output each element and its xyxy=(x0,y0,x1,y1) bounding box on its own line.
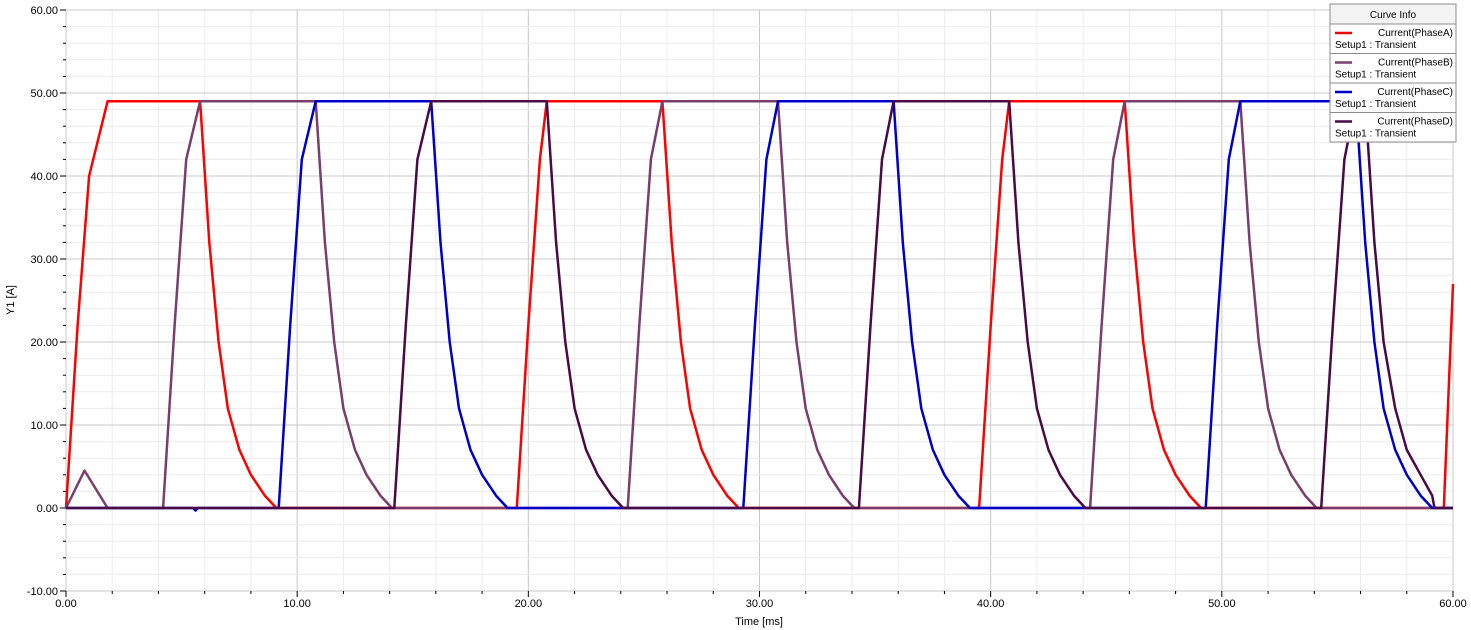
legend-entry-name: Current(PhaseB) xyxy=(1378,58,1453,69)
legend-entry-setup: Setup1 : Transient xyxy=(1335,40,1416,51)
legend-entry-setup: Setup1 : Transient xyxy=(1335,129,1416,140)
y-tick-label: 40.00 xyxy=(30,171,58,183)
y-tick-label: 50.00 xyxy=(30,88,58,100)
legend-entry-name: Current(PhaseA) xyxy=(1378,28,1453,39)
series-line-currentphased xyxy=(66,100,1453,510)
series-line-currentphasec xyxy=(66,100,1453,512)
legend-header xyxy=(1329,3,1457,25)
tick-labels: 0.00 10.00 20.00 30.00 40.00 50.00 60.00 -10.00… xyxy=(27,5,1467,610)
y-tick-label: -10.00 xyxy=(27,586,58,598)
y-tick-label: 10.00 xyxy=(30,420,58,432)
x-tick-label: 10.00 xyxy=(283,598,311,610)
y-axis-label: Y1 [A] xyxy=(5,285,17,315)
axis-ticks xyxy=(60,9,1454,597)
x-tick-label: 40.00 xyxy=(977,598,1005,610)
x-tick-label: 60.00 xyxy=(1439,598,1467,610)
x-tick-label: 0.00 xyxy=(55,598,76,610)
legend-entry-setup: Setup1 : Transient xyxy=(1335,99,1416,110)
x-tick-label: 50.00 xyxy=(1208,598,1236,610)
legend[interactable]: Curve Info Current(PhaseA)Setup1 : Trans… xyxy=(1329,3,1457,143)
y-tick-label: 20.00 xyxy=(30,337,58,349)
legend-entry-name: Current(PhaseC) xyxy=(1377,87,1453,98)
x-tick-label: 30.00 xyxy=(746,598,774,610)
legend-title: Curve Info xyxy=(1370,10,1417,21)
legend-entry-name: Current(PhaseD) xyxy=(1377,117,1453,128)
y-tick-label: 60.00 xyxy=(30,5,58,17)
series-group xyxy=(64,100,1455,512)
x-tick-label: 20.00 xyxy=(515,598,543,610)
x-axis-label: Time [ms] xyxy=(735,616,783,628)
legend-entry-setup: Setup1 : Transient xyxy=(1335,70,1416,81)
y-tick-label: 0.00 xyxy=(37,503,58,515)
legend-box xyxy=(1329,3,1457,143)
series-line-currentphasea xyxy=(64,100,1455,510)
legend-entries: Current(PhaseA)Setup1 : TransientCurrent… xyxy=(1330,28,1456,140)
y-tick-label: 30.00 xyxy=(30,254,58,266)
